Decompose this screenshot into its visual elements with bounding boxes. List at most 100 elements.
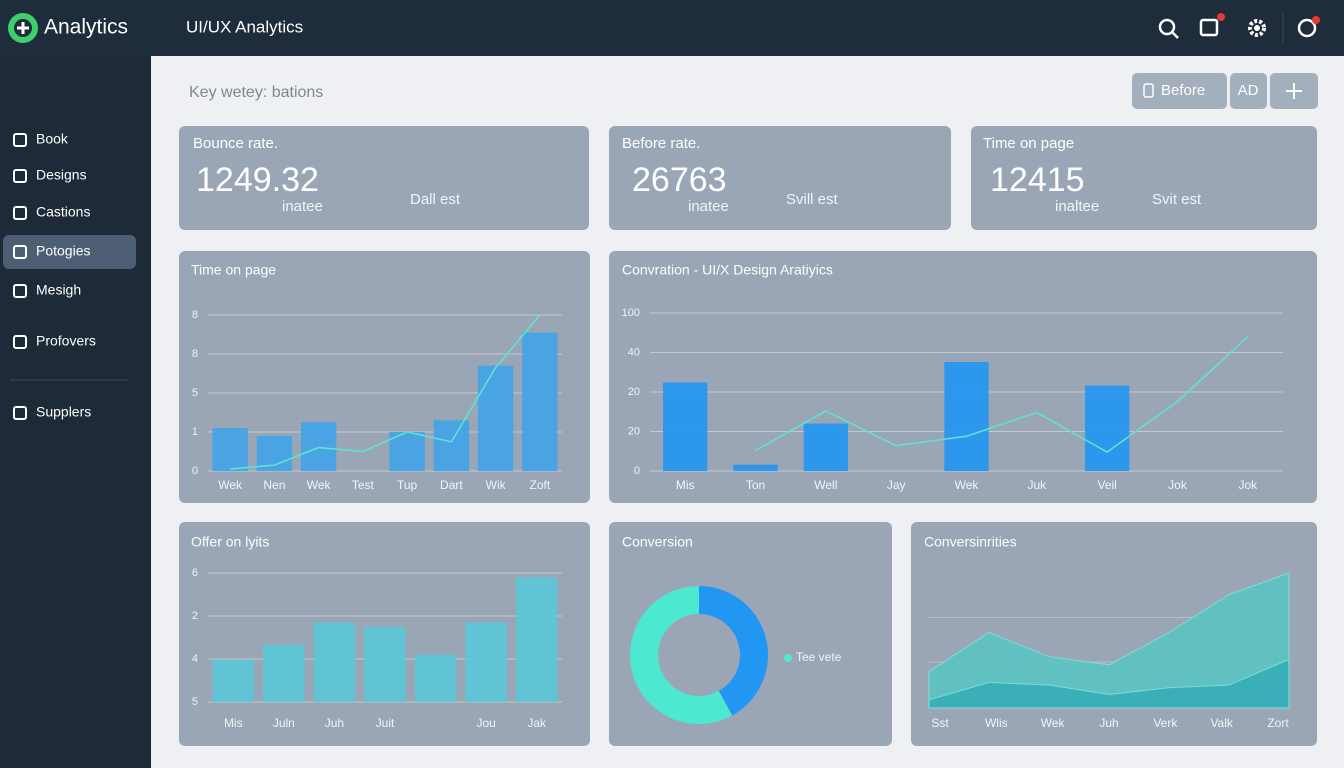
nav-item[interactable]: Book [13, 131, 69, 147]
logout-icon[interactable] [1297, 16, 1320, 38]
kpi-unit: inatee [282, 198, 323, 215]
x-tick-label: Zort [1267, 716, 1289, 730]
kpi-label: Time on page [983, 135, 1074, 152]
kpi-note: Dall est [410, 191, 461, 208]
kpi-label: Before rate. [622, 135, 700, 152]
kpi-unit: inaltee [1055, 198, 1099, 215]
nav-item[interactable]: Designs [13, 167, 87, 183]
bar [1085, 385, 1130, 471]
nav-item[interactable]: Supplers [13, 404, 91, 420]
topbar [0, 0, 1344, 56]
bar [515, 577, 558, 702]
bar [389, 432, 425, 471]
kpi-value: 26763 [632, 161, 727, 199]
y-tick-label: 0 [634, 465, 640, 477]
notification-icon[interactable] [1199, 13, 1225, 37]
bar [465, 622, 507, 702]
chart-title: Time on page [191, 262, 276, 278]
add-button[interactable] [1270, 73, 1318, 109]
nav-label: Potogies [36, 243, 90, 259]
y-tick-label: 100 [622, 307, 640, 319]
nav-label: Supplers [36, 404, 91, 420]
x-tick-label: Jak [527, 716, 547, 730]
nav-icon [13, 245, 27, 259]
bar [433, 420, 470, 471]
legend-label: Tee vete [796, 650, 842, 664]
y-tick-label: 1 [192, 426, 198, 438]
x-tick-label: Juk [1027, 478, 1047, 492]
x-tick-label: Juit [376, 716, 395, 730]
x-tick-label: Jok [1238, 478, 1258, 492]
legend-swatch [784, 654, 792, 662]
nav-item[interactable]: Profovers [13, 333, 96, 349]
ad-button[interactable]: AD [1230, 73, 1267, 109]
x-tick-label: Wek [955, 478, 980, 492]
x-tick-label: Mis [224, 716, 243, 730]
nav-active [3, 235, 136, 269]
nav-label: Designs [36, 167, 87, 183]
x-tick-label: Well [814, 478, 837, 492]
x-tick-label: Wik [486, 478, 507, 492]
x-tick-label: Dart [440, 478, 463, 492]
kpi-label: Bounce rate. [193, 135, 278, 152]
y-tick-label: 40 [628, 346, 640, 358]
line [755, 336, 1249, 453]
bar [263, 645, 305, 702]
kpi-note: Svill est [786, 191, 839, 208]
bar [944, 361, 989, 471]
kpi-note: Svit est [1152, 191, 1202, 208]
nav-label: Castions [36, 204, 90, 220]
nav-icon [13, 284, 27, 298]
x-tick-label: Tup [397, 478, 418, 492]
x-tick-label: Jay [887, 478, 906, 492]
search-icon[interactable] [1158, 18, 1179, 39]
line [230, 314, 541, 470]
x-tick-label: Jok [1168, 478, 1188, 492]
chart-title: Offer on lyits [191, 534, 269, 550]
before-button[interactable]: Before [1132, 73, 1227, 109]
brand: Analytics [44, 16, 128, 39]
y-tick-label: 0 [192, 465, 198, 477]
x-tick-label: Juln [273, 716, 295, 730]
bar [212, 428, 248, 471]
settings-icon[interactable] [1248, 19, 1266, 37]
x-tick-label: Ton [746, 478, 765, 492]
toolbar-heading: Key wetey: bations [189, 84, 323, 101]
logo-glyph [17, 22, 29, 34]
button-label: Before [1161, 82, 1205, 99]
x-tick-label: Valk [1210, 716, 1233, 730]
x-tick-label: Juh [325, 716, 344, 730]
nav-label: Book [36, 131, 69, 147]
chart-title: Conversinrities [924, 534, 1017, 550]
bar [663, 382, 708, 471]
x-tick-label: Juh [1099, 716, 1118, 730]
kpi-unit: inatee [688, 198, 729, 215]
nav-item[interactable]: Castions [13, 204, 90, 220]
x-tick-label: Jou [476, 716, 495, 730]
bar [300, 422, 337, 471]
kpi-card [179, 126, 589, 230]
bar [477, 365, 514, 471]
nav-label: Profovers [36, 333, 96, 349]
nav-item[interactable]: Mesigh [13, 282, 81, 298]
bar [313, 622, 356, 702]
y-tick-label: 5 [192, 696, 198, 708]
nav-icon [13, 406, 27, 420]
button-label: AD [1238, 82, 1259, 99]
bar [212, 660, 255, 702]
x-tick-label: Sst [931, 716, 949, 730]
x-tick-label: Verk [1153, 716, 1178, 730]
nav-item[interactable]: Potogies [3, 235, 136, 269]
x-tick-label: Nen [263, 478, 285, 492]
chart-title: Conversion [622, 534, 693, 550]
x-tick-label: Mis [676, 478, 695, 492]
bar [414, 654, 457, 702]
x-tick-label: Wlis [985, 716, 1008, 730]
y-tick-label: 8 [192, 309, 198, 321]
nav-icon [13, 206, 27, 220]
kpi-value: 1249.32 [196, 161, 319, 199]
x-tick-label: Test [352, 478, 375, 492]
area [928, 572, 1290, 709]
chart-title: Convration - UI/X Design Aratiyics [622, 262, 833, 278]
